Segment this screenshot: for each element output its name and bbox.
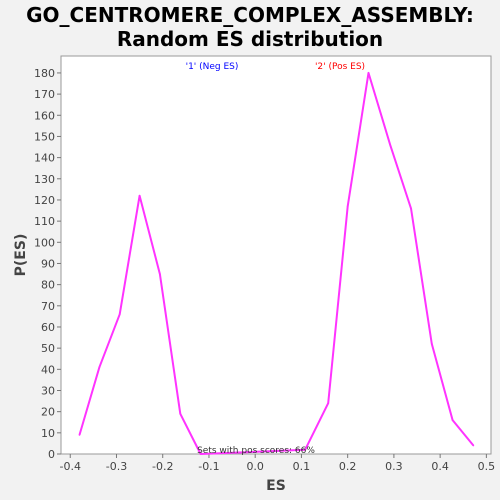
x-axis-title: ES [266, 478, 286, 494]
y-tick-label: 180 [34, 67, 55, 80]
data-point [98, 366, 101, 369]
data-point [472, 444, 475, 447]
x-axis: -0.4 -0.3 -0.2 -0.1 0.0 0.1 0.2 0.3 0.4 0.5 [60, 454, 496, 473]
y-tick-label: 60 [41, 321, 55, 334]
data-point [304, 448, 306, 451]
y-tick-label: 80 [41, 279, 55, 292]
data-point [159, 273, 161, 275]
y-tick-label: 100 [34, 236, 55, 249]
data-point [78, 434, 81, 436]
x-tick-label: 0.1 [293, 460, 311, 473]
x-tick-label: -0.2 [152, 460, 173, 473]
es-distribution-line [78, 71, 475, 455]
x-tick-label: -0.4 [60, 460, 81, 473]
data-point [199, 453, 202, 455]
pos-es-label: '2' (Pos ES) [315, 62, 365, 72]
data-point [389, 144, 392, 146]
data-point [410, 207, 412, 210]
y-tick-label: 160 [34, 109, 55, 122]
data-point [346, 205, 349, 208]
x-tick-label: -0.3 [106, 460, 127, 473]
y-tick-label: 170 [34, 88, 55, 101]
chart-subtitle: Random ES distribution [117, 27, 383, 51]
data-point [451, 419, 454, 421]
y-tick-label: 30 [41, 384, 55, 397]
y-tick-label: 0 [48, 448, 55, 461]
y-tick-label: 110 [34, 215, 55, 228]
y-axis-title: P(ES) [13, 234, 29, 277]
data-point [367, 72, 370, 74]
pos-scores-footer: Sets with pos scores: 66% [197, 446, 315, 456]
x-tick-label: -0.1 [198, 460, 219, 473]
y-tick-label: 20 [41, 406, 55, 419]
y-tick-label: 40 [41, 363, 55, 376]
neg-es-label: '1' (Neg ES) [186, 62, 239, 72]
series-layer [78, 71, 475, 455]
y-tick-label: 10 [41, 427, 55, 440]
chart-title: GO_CENTROMERE_COMPLEX_ASSEMBLY: [26, 3, 474, 27]
y-tick-label: 140 [34, 152, 55, 165]
data-point [118, 313, 121, 316]
x-tick-label: 0.3 [385, 460, 403, 473]
y-tick-label: 130 [34, 173, 55, 186]
y-tick-label: 50 [41, 342, 55, 355]
data-point [138, 194, 141, 197]
data-point [179, 412, 182, 415]
y-tick-label: 70 [41, 300, 55, 313]
data-point [431, 343, 433, 345]
x-tick-label: 0.2 [339, 460, 357, 473]
plot-area [60, 55, 492, 455]
y-tick-label: 150 [34, 130, 55, 143]
y-tick-label: 90 [41, 257, 55, 270]
y-tick-label: 120 [34, 194, 55, 207]
x-tick-label: 0.0 [246, 460, 264, 473]
y-axis: 0 10 20 30 40 50 60 70 80 90 100 110 120 130 140 150 160… [34, 67, 61, 461]
data-point [327, 402, 330, 404]
x-tick-label: 0.4 [431, 460, 449, 473]
x-tick-label: 0.5 [478, 460, 496, 473]
